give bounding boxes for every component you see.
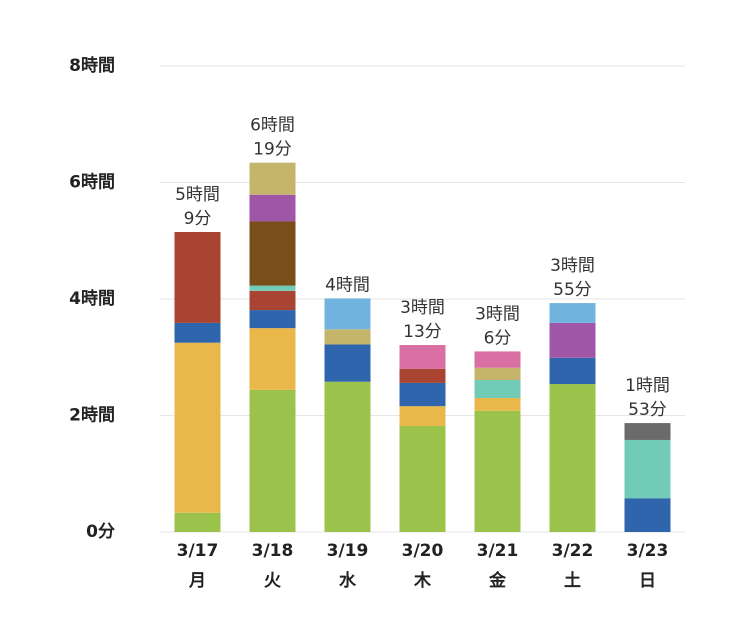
bar-segment [624, 423, 671, 440]
y-tick-label: 0分 [86, 522, 115, 542]
bar-segment [399, 382, 446, 407]
x-tick-label: 3/23 [627, 541, 669, 561]
bar-segment [474, 398, 521, 411]
x-tick-label: 3/21 [477, 541, 519, 561]
bar-segment [324, 298, 371, 330]
x-tick-label: 3/22 [552, 541, 594, 561]
bar-segment [249, 285, 296, 291]
bar-segment [324, 344, 371, 382]
bar-segment [174, 232, 221, 323]
x-weekday-label: 木 [413, 570, 432, 591]
total-label: 55分 [553, 280, 592, 300]
bar-segment [474, 379, 521, 399]
x-weekday-label: 月 [188, 571, 206, 591]
y-tick-label: 4時間 [69, 288, 115, 309]
bar-segment [549, 322, 596, 358]
x-tick-label: 3/18 [252, 541, 294, 561]
x-weekday-label: 日 [639, 571, 656, 591]
bar-segment [249, 328, 296, 390]
y-tick-label: 8時間 [69, 55, 115, 76]
total-label: 6時間 [250, 116, 295, 136]
bar-segment [249, 221, 296, 286]
bar-segment [249, 310, 296, 329]
x-weekday-label: 水 [339, 570, 357, 591]
total-label: 19分 [253, 140, 292, 160]
bar-segment [399, 345, 446, 369]
total-label: 13分 [403, 322, 442, 342]
bar-segment [174, 512, 221, 532]
x-weekday-label: 土 [564, 570, 581, 591]
bar-segment [249, 162, 296, 195]
bar-segment [624, 498, 671, 532]
total-label: 3時間 [550, 256, 595, 276]
total-label: 1時間 [625, 376, 670, 396]
bar-segment [624, 439, 671, 499]
x-weekday-label: 火 [264, 571, 282, 591]
bar-segment [249, 290, 296, 311]
bar-segment [399, 368, 446, 383]
total-label: 3時間 [475, 304, 520, 324]
bar-segment [474, 367, 521, 380]
bar-segment [549, 357, 596, 385]
bar-segment [249, 389, 296, 532]
bar-segment [174, 342, 221, 513]
total-label: 9分 [184, 209, 212, 229]
bar-segment [474, 351, 521, 368]
bar-segment [399, 406, 446, 426]
bar-segment [474, 410, 521, 532]
bar-segment [324, 329, 371, 345]
x-tick-label: 3/20 [402, 541, 444, 561]
total-label: 3時間 [400, 298, 445, 318]
total-label: 53分 [628, 400, 667, 420]
bar-segment [324, 381, 371, 532]
y-tick-label: 6時間 [69, 172, 115, 193]
bar-segment [549, 303, 596, 323]
total-label: 4時間 [325, 275, 370, 295]
bar-segment [249, 194, 296, 222]
total-label: 6分 [484, 328, 512, 348]
x-tick-label: 3/19 [327, 541, 369, 561]
total-label: 5時間 [175, 185, 220, 205]
bar-segment [174, 322, 221, 343]
x-weekday-label: 金 [488, 570, 507, 591]
x-tick-label: 3/17 [177, 541, 219, 561]
bar-segment [399, 425, 446, 532]
bar-segment [549, 384, 596, 532]
y-tick-label: 2時間 [69, 405, 115, 426]
